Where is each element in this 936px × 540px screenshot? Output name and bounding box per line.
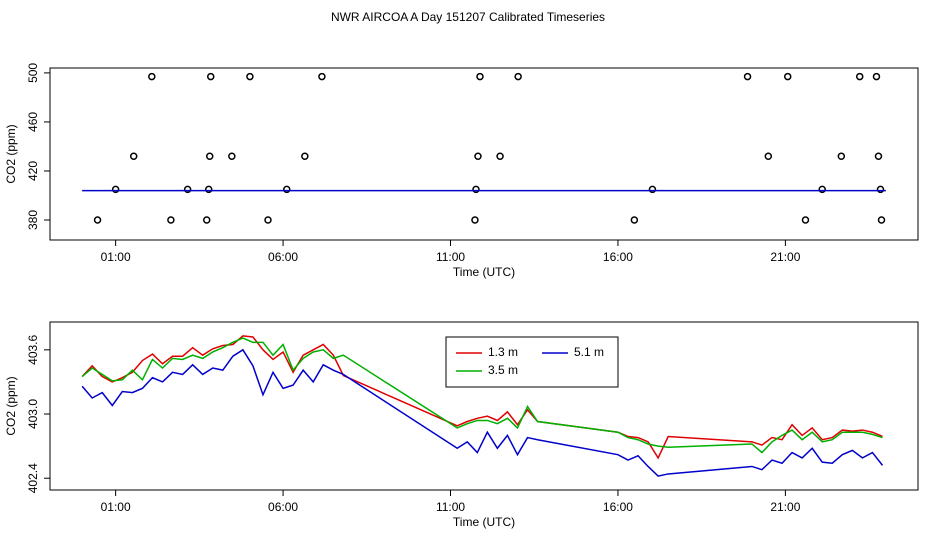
data-point	[93, 216, 102, 224]
x-tick-label: 06:00	[268, 500, 298, 514]
data-line	[81, 348, 884, 477]
data-point	[874, 152, 883, 161]
x-tick-label: 01:00	[101, 250, 131, 264]
data-point	[246, 72, 254, 81]
y-axis-label: CO2 (ppm)	[4, 124, 18, 183]
data-point	[496, 152, 504, 161]
data-line	[81, 337, 883, 454]
y-axis-label: CO2 (ppm)	[4, 376, 18, 435]
data-point	[283, 185, 291, 194]
x-tick-label: 16:00	[603, 250, 633, 264]
chart-title: NWR AIRCOA A Day 151207 Calibrated Times…	[331, 10, 605, 24]
data-point	[206, 72, 215, 81]
x-tick-label: 16:00	[603, 500, 633, 514]
data-point	[855, 72, 864, 81]
x-axis-label: Time (UTC)	[453, 265, 515, 279]
data-point	[301, 152, 309, 161]
data-point	[474, 152, 482, 161]
x-tick-label: 21:00	[770, 500, 800, 514]
data-point	[264, 216, 272, 224]
x-tick-label: 01:00	[101, 500, 131, 514]
data-point	[514, 72, 522, 81]
x-tick-label: 11:00	[436, 250, 465, 264]
data-point	[228, 152, 236, 161]
data-point	[648, 185, 657, 194]
plot-frame	[49, 321, 919, 491]
data-point	[801, 216, 810, 224]
data-point	[205, 152, 214, 161]
x-tick-label: 06:00	[268, 250, 298, 264]
x-tick-label: 11:00	[436, 500, 465, 514]
data-point	[472, 185, 480, 194]
y-tick-label: 500	[26, 63, 40, 83]
data-line	[81, 335, 883, 460]
x-tick-label: 21:00	[770, 250, 800, 264]
legend-label: 3.5 m	[488, 363, 518, 377]
y-tick-label: 460	[26, 112, 40, 132]
data-point	[471, 216, 479, 224]
data-point	[818, 185, 826, 194]
data-point	[111, 185, 120, 194]
data-point	[764, 152, 773, 161]
data-point	[877, 216, 886, 224]
y-tick-label: 403.6	[26, 334, 40, 364]
data-point	[318, 72, 326, 81]
data-point	[183, 185, 192, 194]
plot-frame	[49, 67, 919, 241]
y-tick-label: 380	[26, 210, 40, 230]
y-tick-label: 420	[26, 161, 40, 181]
data-point	[129, 152, 138, 161]
data-point	[204, 185, 213, 194]
data-point	[167, 216, 175, 224]
data-point	[148, 72, 156, 81]
data-point	[783, 72, 792, 81]
data-point	[743, 72, 752, 81]
data-point	[630, 216, 639, 224]
legend-label: 5.1 m	[574, 345, 604, 359]
data-point	[837, 152, 846, 161]
x-axis-label: Time (UTC)	[453, 515, 515, 529]
data-point	[872, 72, 881, 81]
y-tick-label: 402.4	[26, 463, 40, 493]
y-tick-label: 403.0	[26, 399, 40, 429]
data-point	[476, 72, 484, 81]
legend-box	[445, 336, 619, 388]
data-point	[202, 216, 211, 224]
data-point	[876, 185, 885, 194]
legend-label: 1.3 m	[488, 345, 518, 359]
